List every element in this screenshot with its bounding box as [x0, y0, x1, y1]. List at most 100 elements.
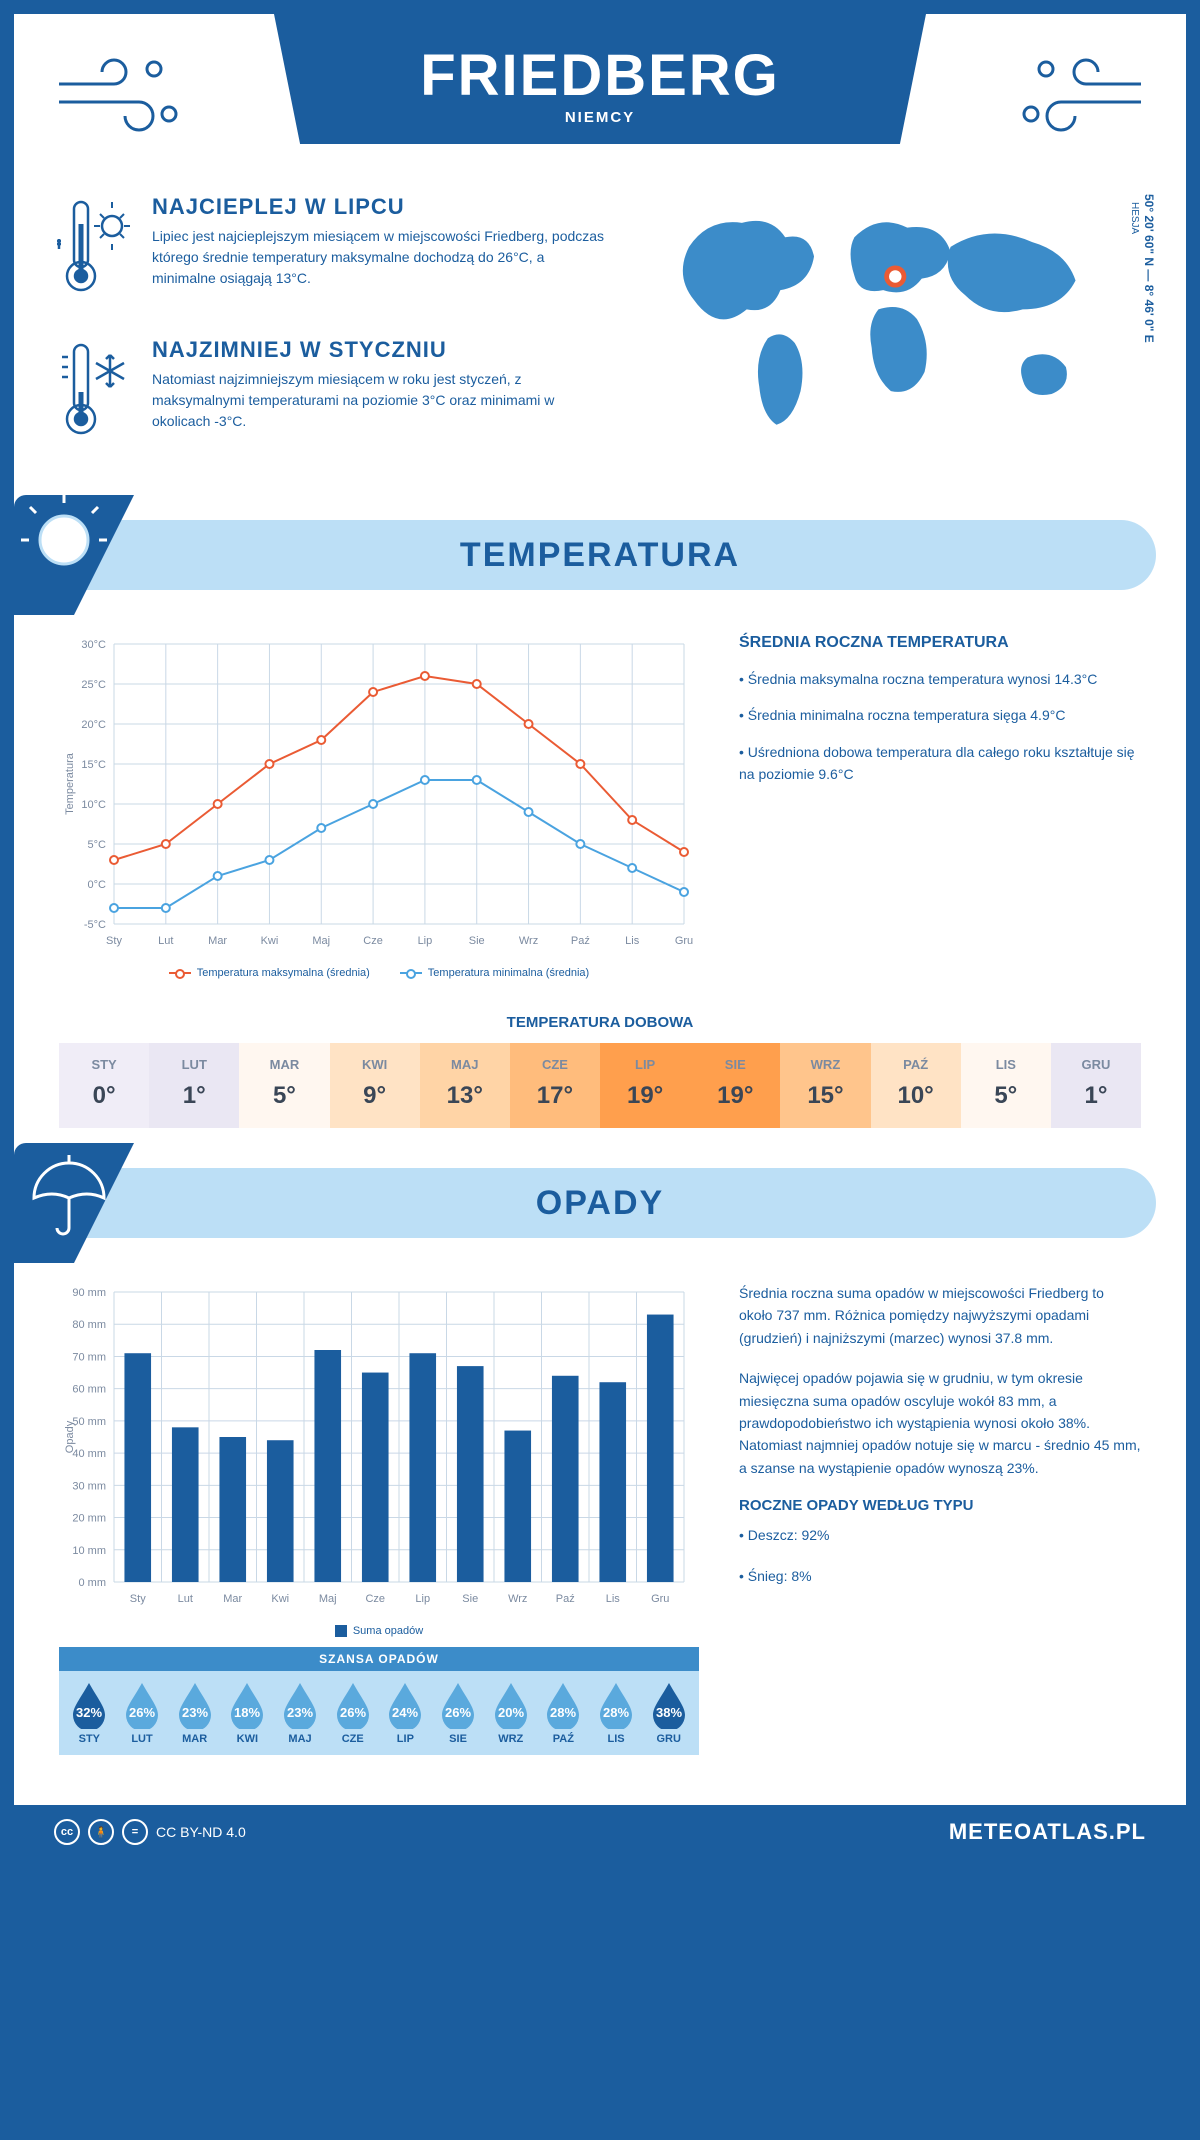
hot-fact: NAJCIEPLEJ W LIPCU Lipiec jest najcieple… [54, 194, 610, 309]
title-banner: FRIEDBERG NIEMCY [274, 14, 926, 144]
country-subtitle: NIEMCY [274, 109, 926, 126]
chance-cell: 28% PAŹ [537, 1681, 590, 1745]
svg-text:Gru: Gru [675, 935, 693, 947]
svg-text:26%: 26% [340, 1705, 366, 1720]
daily-cell: LIP19° [600, 1043, 690, 1128]
daily-cell: MAR5° [239, 1043, 329, 1128]
by-icon: 🧍 [88, 1819, 114, 1845]
daily-cell: KWI9° [330, 1043, 420, 1128]
svg-text:Sie: Sie [462, 1593, 478, 1605]
svg-text:25°C: 25°C [81, 679, 106, 691]
svg-text:Lip: Lip [415, 1593, 430, 1605]
license-text: CC BY-ND 4.0 [156, 1824, 246, 1840]
daily-cell: LUT1° [149, 1043, 239, 1128]
wind-icon [1006, 54, 1146, 144]
precip-type-snow: • Śnieg: 8% [739, 1565, 1141, 1587]
svg-text:Lut: Lut [178, 1593, 193, 1605]
svg-text:24%: 24% [392, 1705, 418, 1720]
temp-info-line2: • Średnia minimalna roczna temperatura s… [739, 704, 1141, 726]
temp-info-title: ŚREDNIA ROCZNA TEMPERATURA [739, 634, 1141, 652]
cold-fact: NAJZIMNIEJ W STYCZNIU Natomiast najzimni… [54, 337, 610, 452]
svg-text:10°C: 10°C [81, 799, 106, 811]
svg-text:Lis: Lis [625, 935, 640, 947]
svg-text:26%: 26% [129, 1705, 155, 1720]
svg-text:Lis: Lis [606, 1593, 621, 1605]
daily-cell: PAŹ10° [871, 1043, 961, 1128]
svg-text:Wrz: Wrz [519, 935, 538, 947]
svg-text:Lut: Lut [158, 935, 173, 947]
precip-title: OPADY [44, 1184, 1156, 1223]
daily-cell: CZE17° [510, 1043, 600, 1128]
daily-temp-title: TEMPERATURA DOBOWA [14, 1014, 1186, 1031]
svg-text:Sty: Sty [106, 935, 122, 947]
svg-text:20°C: 20°C [81, 719, 106, 731]
precip-legend-label: Suma opadów [353, 1625, 423, 1637]
chance-cell: 26% CZE [326, 1681, 379, 1745]
thermometer-snow-icon [54, 337, 134, 447]
daily-cell: STY0° [59, 1043, 149, 1128]
daily-temp-table: STY0°LUT1°MAR5°KWI9°MAJ13°CZE17°LIP19°SI… [59, 1043, 1141, 1128]
chance-cell: 23% MAR [168, 1681, 221, 1745]
svg-text:Sie: Sie [469, 935, 485, 947]
svg-text:23%: 23% [287, 1705, 313, 1720]
svg-text:60 mm: 60 mm [72, 1384, 106, 1396]
svg-text:5°C: 5°C [88, 839, 107, 851]
svg-text:0°C: 0°C [88, 879, 107, 891]
temperature-legend: Temperatura maksymalna (średnia) Tempera… [59, 967, 699, 979]
svg-text:30 mm: 30 mm [72, 1480, 106, 1492]
legend-max-label: Temperatura maksymalna (średnia) [197, 967, 370, 979]
precip-chance-panel: SZANSA OPADÓW 32% STY 26% LUT 23% MAR 18… [59, 1647, 699, 1755]
svg-text:80 mm: 80 mm [72, 1319, 106, 1331]
site-name: METEOATLAS.PL [949, 1819, 1146, 1845]
daily-cell: GRU1° [1051, 1043, 1141, 1128]
svg-text:20 mm: 20 mm [72, 1513, 106, 1525]
header: FRIEDBERG NIEMCY [14, 14, 1186, 184]
chance-cell: 24% LIP [379, 1681, 432, 1745]
precip-section-header: OPADY [44, 1168, 1156, 1238]
svg-text:15°C: 15°C [81, 759, 106, 771]
svg-text:30°C: 30°C [81, 639, 106, 651]
precip-para1: Średnia roczna suma opadów w miejscowośc… [739, 1282, 1141, 1349]
svg-text:70 mm: 70 mm [72, 1351, 106, 1363]
daily-cell: WRZ15° [780, 1043, 870, 1128]
svg-text:40 mm: 40 mm [72, 1448, 106, 1460]
svg-text:0 mm: 0 mm [79, 1577, 107, 1589]
svg-text:Cze: Cze [365, 1593, 385, 1605]
svg-text:Cze: Cze [363, 935, 383, 947]
svg-text:20%: 20% [498, 1705, 524, 1720]
chance-cell: 23% MAJ [274, 1681, 327, 1745]
daily-cell: LIS5° [961, 1043, 1051, 1128]
footer: cc 🧍 = CC BY-ND 4.0 METEOATLAS.PL [14, 1805, 1186, 1859]
svg-text:Mar: Mar [208, 935, 227, 947]
temp-info-line1: • Średnia maksymalna roczna temperatura … [739, 668, 1141, 690]
legend-min-label: Temperatura minimalna (średnia) [428, 967, 589, 979]
svg-text:32%: 32% [76, 1705, 102, 1720]
precip-type-rain: • Deszcz: 92% [739, 1524, 1141, 1546]
chance-cell: 28% LIS [590, 1681, 643, 1745]
svg-text:-5°C: -5°C [84, 919, 106, 931]
svg-text:Paź: Paź [571, 935, 590, 947]
svg-text:Opady: Opady [64, 1420, 76, 1453]
precipitation-bar-chart: 0 mm10 mm20 mm30 mm40 mm50 mm60 mm70 mm8… [59, 1282, 699, 1612]
chance-cell: 38% GRU [642, 1681, 695, 1745]
temperature-section-header: TEMPERATURA [44, 520, 1156, 590]
temperature-title: TEMPERATURA [44, 536, 1156, 575]
svg-text:38%: 38% [656, 1705, 682, 1720]
cc-icon: cc [54, 1819, 80, 1845]
temp-info-line3: • Uśredniona dobowa temperatura dla całe… [739, 741, 1141, 786]
world-map [640, 194, 1146, 444]
svg-text:Maj: Maj [319, 1593, 337, 1605]
svg-text:90 mm: 90 mm [72, 1287, 106, 1299]
svg-text:50 mm: 50 mm [72, 1416, 106, 1428]
svg-text:Gru: Gru [651, 1593, 669, 1605]
svg-text:Kwi: Kwi [261, 935, 279, 947]
svg-text:Wrz: Wrz [508, 1593, 527, 1605]
svg-text:Mar: Mar [223, 1593, 242, 1605]
svg-text:26%: 26% [445, 1705, 471, 1720]
cold-fact-text: Natomiast najzimniejszym miesiącem w rok… [152, 369, 610, 432]
svg-text:Sty: Sty [130, 1593, 146, 1605]
precip-type-title: ROCZNE OPADY WEDŁUG TYPU [739, 1497, 1141, 1514]
precip-legend: Suma opadów [59, 1625, 699, 1637]
svg-text:18%: 18% [234, 1705, 260, 1720]
chance-title: SZANSA OPADÓW [59, 1647, 699, 1671]
